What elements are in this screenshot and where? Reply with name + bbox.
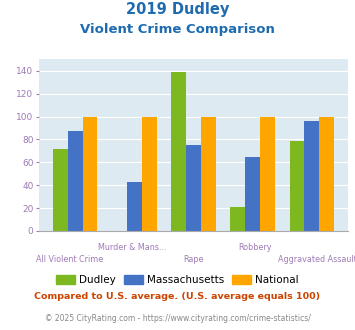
Bar <box>186 145 201 231</box>
Bar <box>83 116 97 231</box>
Bar <box>260 116 275 231</box>
Bar <box>171 72 186 231</box>
Text: Rape: Rape <box>183 255 204 264</box>
Bar <box>319 116 334 231</box>
Bar <box>304 121 319 231</box>
Bar <box>290 141 304 231</box>
Text: Violent Crime Comparison: Violent Crime Comparison <box>80 23 275 36</box>
Bar <box>142 116 157 231</box>
Text: © 2025 CityRating.com - https://www.cityrating.com/crime-statistics/: © 2025 CityRating.com - https://www.city… <box>45 314 310 323</box>
Bar <box>53 148 68 231</box>
Legend: Dudley, Massachusetts, National: Dudley, Massachusetts, National <box>52 271 303 289</box>
Text: All Violent Crime: All Violent Crime <box>36 255 104 264</box>
Bar <box>201 116 215 231</box>
Bar <box>230 207 245 231</box>
Bar <box>127 182 142 231</box>
Text: Robbery: Robbery <box>239 243 272 251</box>
Text: Murder & Mans...: Murder & Mans... <box>98 243 166 251</box>
Bar <box>68 131 83 231</box>
Text: Aggravated Assault: Aggravated Assault <box>278 255 355 264</box>
Text: Compared to U.S. average. (U.S. average equals 100): Compared to U.S. average. (U.S. average … <box>34 292 321 301</box>
Bar <box>245 157 260 231</box>
Text: 2019 Dudley: 2019 Dudley <box>126 2 229 16</box>
